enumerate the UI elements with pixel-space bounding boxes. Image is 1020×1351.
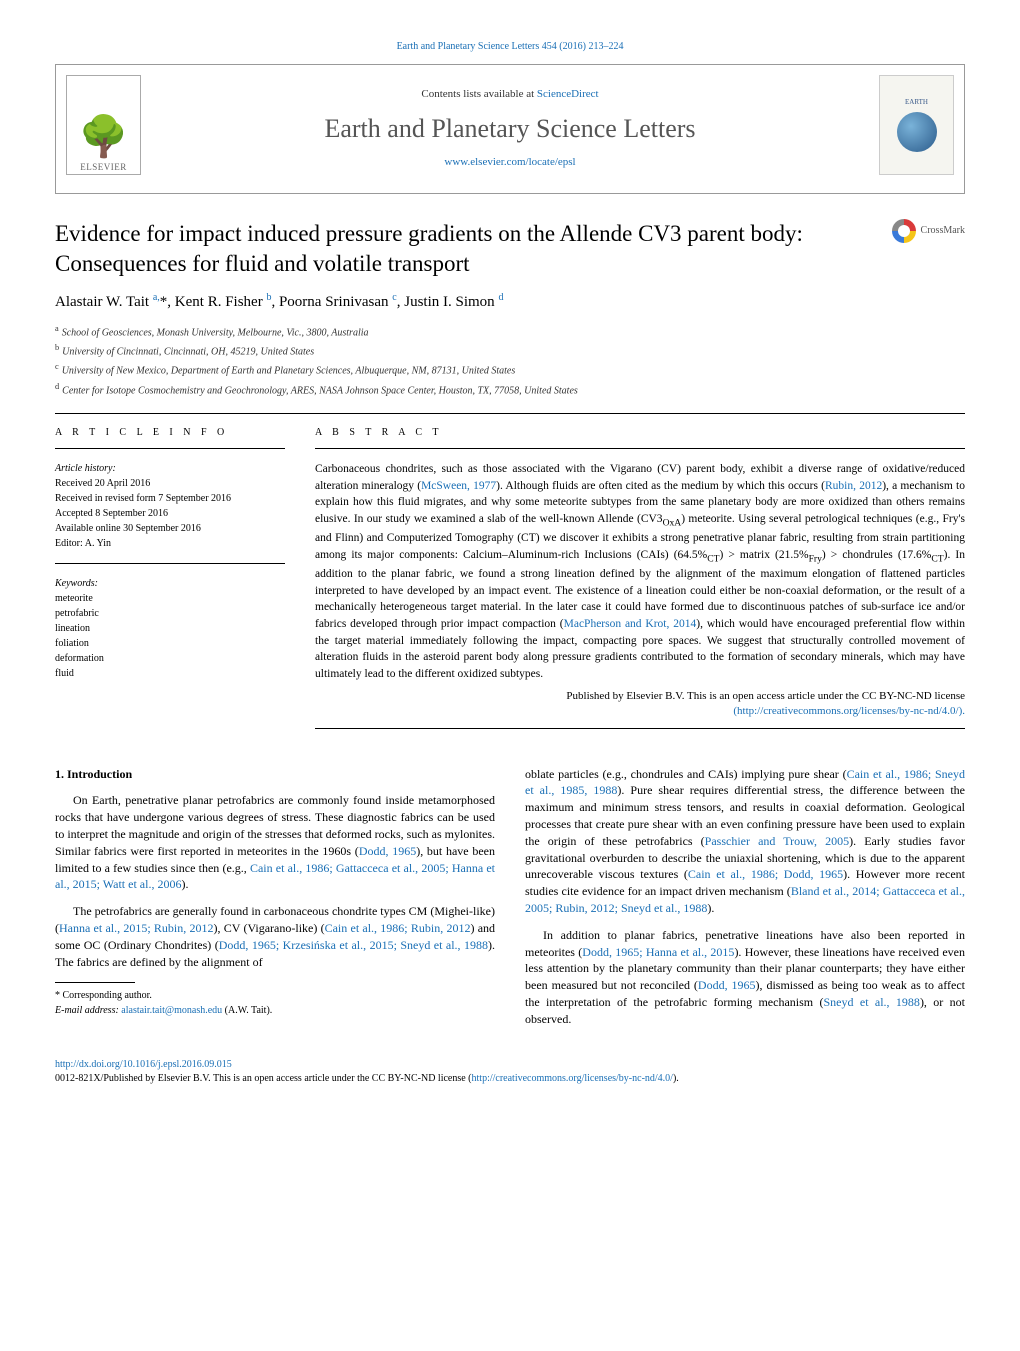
keyword: lineation [55, 621, 285, 636]
paragraph: In addition to planar fabrics, penetrati… [525, 927, 965, 1028]
globe-icon [897, 112, 937, 152]
contents-line: Contents lists available at ScienceDirec… [421, 87, 598, 102]
paragraph: oblate particles (e.g., chondrules and C… [525, 766, 965, 917]
info-abstract-row: A R T I C L E I N F O Article history: R… [55, 426, 965, 741]
issn-suffix: ). [673, 1073, 679, 1084]
divider [55, 413, 965, 414]
body-columns: 1. Introduction On Earth, penetrative pl… [55, 766, 965, 1038]
elsevier-logo: 🌳 ELSEVIER [66, 75, 141, 175]
email-label: E-mail address: [55, 1005, 119, 1016]
history-item: Received in revised form 7 September 201… [55, 491, 285, 506]
journal-url-link[interactable]: www.elsevier.com/locate/epsl [444, 156, 575, 168]
abstract-heading: A B S T R A C T [315, 426, 965, 440]
issn-text: 0012-821X/Published by Elsevier B.V. Thi… [55, 1073, 472, 1084]
journal-name: Earth and Planetary Science Letters [324, 111, 695, 147]
paragraph: On Earth, penetrative planar petrofabric… [55, 792, 495, 893]
abstract-text: Carbonaceous chondrites, such as those a… [315, 461, 965, 683]
footnotes: * Corresponding author. E-mail address: … [55, 989, 495, 1018]
license-link[interactable]: (http://creativecommons.org/licenses/by-… [733, 705, 965, 717]
keyword: meteorite [55, 591, 285, 606]
keyword: fluid [55, 666, 285, 681]
title-row: Evidence for impact induced pressure gra… [55, 219, 965, 279]
article-info-heading: A R T I C L E I N F O [55, 426, 285, 440]
contents-prefix: Contents lists available at [421, 88, 536, 100]
article-info: A R T I C L E I N F O Article history: R… [55, 426, 285, 741]
doi-link[interactable]: http://dx.doi.org/10.1016/j.epsl.2016.09… [55, 1059, 232, 1070]
journal-citation-link[interactable]: Earth and Planetary Science Letters 454 … [397, 41, 624, 52]
history-item: Editor: A. Yin [55, 536, 285, 551]
affiliation: dCenter for Isotope Cosmochemistry and G… [55, 381, 965, 398]
section-heading: 1. Introduction [55, 766, 495, 783]
journal-header: 🌳 ELSEVIER EARTH Contents lists availabl… [55, 64, 965, 194]
abstract: A B S T R A C T Carbonaceous chondrites,… [315, 426, 965, 741]
affiliation: aSchool of Geosciences, Monash Universit… [55, 323, 965, 340]
corresponding-author: * Corresponding author. [55, 989, 495, 1004]
divider [55, 563, 285, 564]
affiliation: cUniversity of New Mexico, Department of… [55, 361, 965, 378]
keywords-label: Keywords: [55, 576, 285, 591]
article-title: Evidence for impact induced pressure gra… [55, 219, 872, 279]
sciencedirect-link[interactable]: ScienceDirect [537, 88, 599, 100]
footnote-rule [55, 982, 135, 983]
divider [55, 448, 285, 449]
journal-cover: EARTH [879, 75, 954, 175]
email-link[interactable]: alastair.tait@monash.edu [121, 1005, 222, 1016]
journal-citation: Earth and Planetary Science Letters 454 … [55, 40, 965, 54]
page-footer: http://dx.doi.org/10.1016/j.epsl.2016.09… [55, 1058, 965, 1086]
crossmark-icon [892, 219, 916, 243]
affiliation: bUniversity of Cincinnati, Cincinnati, O… [55, 342, 965, 359]
abstract-copyright: Published by Elsevier B.V. This is an op… [315, 689, 965, 720]
cover-text: EARTH [905, 98, 928, 108]
email-line: E-mail address: alastair.tait@monash.edu… [55, 1004, 495, 1019]
publisher-name: ELSEVIER [80, 161, 127, 174]
page: Earth and Planetary Science Letters 454 … [0, 0, 1020, 1116]
issn-line: 0012-821X/Published by Elsevier B.V. Thi… [55, 1072, 965, 1086]
history-item: Accepted 8 September 2016 [55, 506, 285, 521]
divider [315, 448, 965, 449]
email-suffix: (A.W. Tait). [225, 1005, 273, 1016]
crossmark-label: CrossMark [921, 224, 965, 238]
body-column-left: 1. Introduction On Earth, penetrative pl… [55, 766, 495, 1038]
divider [315, 728, 965, 729]
tree-icon: 🌳 [79, 117, 129, 157]
copyright-text: Published by Elsevier B.V. This is an op… [566, 690, 965, 702]
history-item: Available online 30 September 2016 [55, 521, 285, 536]
keyword: deformation [55, 651, 285, 666]
history-label: Article history: [55, 461, 285, 476]
journal-url: www.elsevier.com/locate/epsl [444, 155, 575, 170]
article-history: Article history: Received 20 April 2016 … [55, 461, 285, 551]
affiliations: aSchool of Geosciences, Monash Universit… [55, 323, 965, 398]
authors-line: Alastair W. Tait a,*, Kent R. Fisher b, … [55, 291, 965, 313]
footer-license-link[interactable]: http://creativecommons.org/licenses/by-n… [472, 1073, 673, 1084]
keywords-block: Keywords: meteorite petrofabric lineatio… [55, 576, 285, 681]
history-item: Received 20 April 2016 [55, 476, 285, 491]
crossmark-badge[interactable]: CrossMark [892, 219, 965, 243]
paragraph: The petrofabrics are generally found in … [55, 903, 495, 970]
body-column-right: oblate particles (e.g., chondrules and C… [525, 766, 965, 1038]
keyword: foliation [55, 636, 285, 651]
keyword: petrofabric [55, 606, 285, 621]
